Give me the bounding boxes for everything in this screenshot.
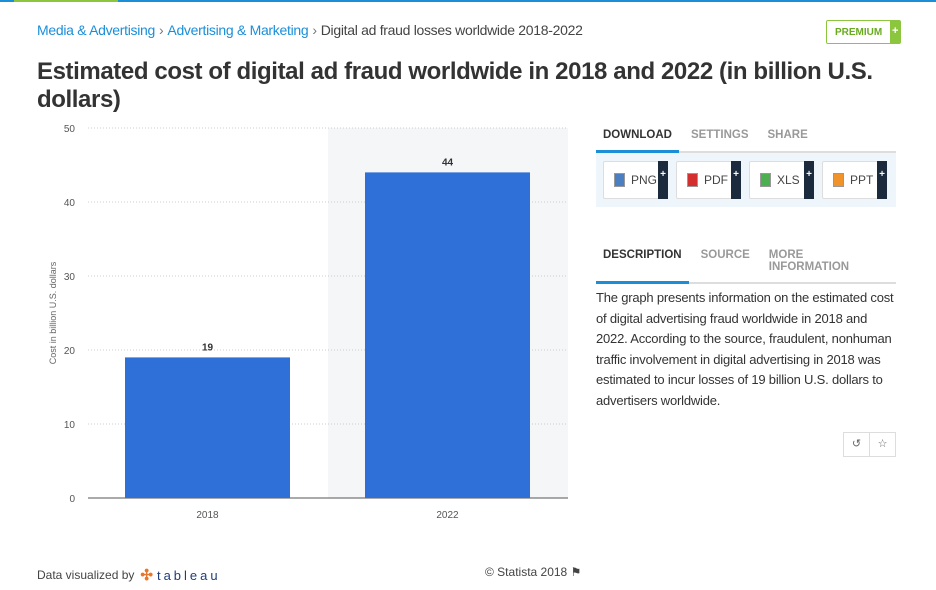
pdf-file-icon (687, 173, 698, 187)
top-bar-accent (14, 0, 118, 2)
x-tick-label: 2022 (436, 510, 459, 521)
breadcrumb-link[interactable]: Media & Advertising (37, 22, 156, 38)
ppt-file-icon (833, 173, 844, 187)
x-tick-label: 2018 (196, 510, 219, 521)
breadcrumb-link[interactable]: Advertising & Marketing (167, 22, 309, 38)
premium-label: PREMIUM (835, 27, 883, 38)
description-text: The graph presents information on the es… (596, 290, 894, 408)
tab-settings[interactable]: SETTINGS (691, 129, 749, 141)
download-xls-button[interactable]: XLS + (749, 161, 814, 199)
download-pdf-button[interactable]: PDF + (676, 161, 741, 199)
tab-source[interactable]: SOURCE (700, 249, 750, 261)
history-icon[interactable]: ↺ (843, 432, 870, 457)
tab-more-information[interactable]: MORE INFORMATION (768, 249, 850, 273)
tableau-logo-icon: ✣ (140, 567, 153, 584)
y-tick-label: 50 (64, 124, 76, 135)
tableau-logo[interactable]: ✣ tableau (140, 566, 220, 584)
bar-chart: 0 10 20 30 40 50 Cost in billion U.S. dollars 1… (48, 124, 568, 521)
info-tabs: DESCRIPTION SOURCE MORE INFORMATION (596, 249, 896, 284)
flag-icon[interactable]: ⚑ (570, 565, 582, 579)
y-tick-label: 40 (64, 198, 76, 209)
premium-button[interactable]: PREMIUM + (826, 20, 902, 44)
breadcrumb: Media & Advertising › Advertising & Market… (37, 22, 583, 38)
y-tick-label: 10 (64, 420, 76, 431)
tab-description[interactable]: DESCRIPTION (596, 249, 689, 284)
download-label: PNG (631, 173, 658, 187)
top-bar (0, 0, 936, 2)
y-tick-label: 20 (64, 346, 76, 357)
data-label: 44 (442, 157, 454, 168)
star-icon[interactable]: ☆ (869, 432, 896, 457)
download-ppt-button[interactable]: PPT + (822, 161, 887, 199)
tab-share[interactable]: SHARE (767, 129, 808, 141)
download-label: XLS (777, 173, 800, 187)
breadcrumb-separator: › (159, 22, 164, 38)
footer-credit: Data visualized by ✣ tableau (37, 566, 221, 584)
download-label: PPT (850, 173, 874, 187)
download-tabs: DOWNLOAD SETTINGS SHARE (596, 129, 896, 153)
y-tick-label: 30 (64, 272, 76, 283)
y-tick-label: 0 (69, 494, 75, 505)
visualized-by-label: Data visualized by (37, 568, 135, 582)
xls-file-icon (760, 173, 771, 187)
plus-icon[interactable]: + (804, 161, 814, 199)
copyright-text[interactable]: © Statista 2018 (485, 565, 568, 579)
plus-icon[interactable]: + (658, 161, 668, 199)
tab-download[interactable]: DOWNLOAD (596, 129, 679, 153)
data-label: 19 (202, 342, 214, 353)
download-options: PNG + PDF + XLS + PPT + (596, 153, 896, 207)
plus-icon[interactable]: + (731, 161, 741, 199)
tableau-wordmark: tableau (156, 567, 221, 583)
copyright: © Statista 2018 ⚑ (485, 565, 581, 579)
bar-2018[interactable] (125, 357, 290, 498)
y-axis-label: Cost in billion U.S. dollars (48, 261, 58, 364)
download-png-button[interactable]: PNG + (603, 161, 668, 199)
plus-icon: + (890, 21, 901, 43)
breadcrumb-separator: › (312, 22, 317, 38)
page-title: Estimated cost of digital ad fraud world… (37, 58, 873, 113)
bar-2022[interactable] (365, 172, 530, 498)
plus-icon[interactable]: + (877, 161, 887, 199)
download-label: PDF (704, 173, 728, 187)
breadcrumb-current: Digital ad fraud losses worldwide 2018-2… (320, 22, 583, 38)
png-file-icon (614, 173, 625, 187)
